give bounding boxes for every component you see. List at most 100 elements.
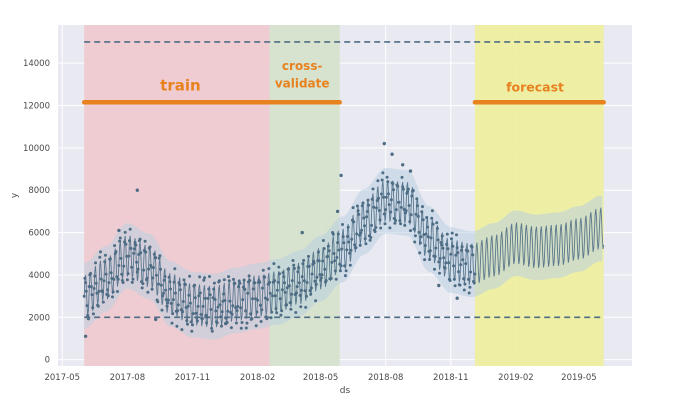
data-point — [231, 304, 235, 308]
data-point — [355, 232, 359, 236]
data-point — [126, 272, 130, 276]
data-point — [461, 258, 465, 262]
data-point — [428, 258, 432, 261]
data-point — [359, 231, 363, 235]
data-point — [95, 291, 99, 295]
data-point — [182, 278, 186, 282]
data-point — [413, 234, 417, 238]
data-point — [270, 310, 274, 314]
data-point — [372, 205, 376, 209]
data-point — [295, 285, 299, 289]
data-point — [455, 233, 458, 237]
data-point — [458, 283, 462, 287]
outlier-point — [382, 141, 386, 146]
data-point — [438, 257, 442, 260]
data-point — [251, 287, 255, 291]
data-point — [199, 313, 203, 316]
data-point — [302, 258, 306, 262]
data-point — [336, 241, 340, 245]
data-point — [280, 309, 284, 313]
data-point — [117, 264, 121, 267]
data-point — [144, 250, 148, 254]
data-point — [227, 275, 231, 279]
data-point — [309, 286, 313, 290]
data-point — [127, 254, 131, 258]
data-point — [118, 236, 122, 240]
data-point — [399, 205, 403, 209]
data-point — [454, 253, 458, 257]
data-point — [193, 283, 197, 287]
outlier-point — [390, 152, 394, 156]
data-point — [234, 321, 238, 325]
data-point — [159, 283, 163, 287]
data-point — [357, 212, 361, 216]
data-point — [380, 178, 384, 182]
data-point — [303, 289, 307, 293]
data-point — [83, 276, 87, 280]
data-point — [234, 306, 238, 310]
data-point — [467, 277, 470, 281]
data-point — [365, 210, 369, 213]
data-point — [296, 270, 300, 274]
data-point — [406, 190, 410, 194]
data-point — [260, 308, 264, 312]
data-point — [236, 304, 240, 308]
data-point — [253, 281, 257, 285]
data-point — [212, 287, 216, 291]
data-point — [215, 321, 219, 325]
data-point — [135, 270, 139, 274]
data-point — [230, 312, 234, 316]
data-point — [401, 185, 405, 189]
data-point — [473, 272, 477, 276]
data-point — [352, 220, 356, 224]
data-point — [136, 267, 140, 271]
data-point — [463, 282, 467, 286]
data-point — [462, 288, 466, 292]
data-point — [342, 241, 346, 245]
data-point — [220, 310, 224, 314]
data-point — [176, 303, 180, 307]
data-point — [137, 253, 141, 256]
data-point — [438, 271, 441, 275]
data-point — [348, 251, 352, 255]
data-point — [278, 272, 281, 276]
data-point — [228, 299, 232, 303]
data-point — [86, 313, 90, 317]
data-point — [393, 221, 397, 225]
data-point — [242, 278, 246, 282]
data-point — [310, 272, 314, 276]
x-tick-label: 2018-11 — [433, 373, 469, 383]
data-point — [172, 280, 176, 284]
data-point — [346, 235, 349, 238]
data-point — [425, 216, 429, 219]
data-point — [334, 277, 338, 281]
data-point — [165, 304, 169, 308]
data-point — [289, 307, 293, 311]
data-point — [203, 296, 207, 300]
data-point — [178, 283, 182, 287]
data-point — [375, 206, 378, 210]
data-point — [258, 280, 262, 284]
forecast-region — [474, 25, 604, 366]
data-point — [442, 256, 446, 260]
data-point — [217, 279, 221, 283]
data-point — [128, 239, 131, 243]
data-point — [116, 290, 119, 293]
data-point — [472, 281, 476, 285]
data-point — [337, 248, 341, 252]
data-point — [91, 306, 95, 310]
data-point — [430, 216, 434, 220]
data-point — [222, 292, 226, 296]
data-point — [440, 243, 444, 247]
y-tick-label: 4000 — [28, 271, 50, 281]
data-point — [317, 250, 320, 254]
data-point — [283, 290, 287, 294]
data-point — [294, 311, 298, 314]
data-point — [213, 298, 217, 301]
data-point — [244, 326, 248, 330]
data-point — [347, 240, 351, 244]
data-point — [417, 230, 421, 234]
data-point — [435, 226, 439, 230]
data-point — [348, 263, 352, 267]
